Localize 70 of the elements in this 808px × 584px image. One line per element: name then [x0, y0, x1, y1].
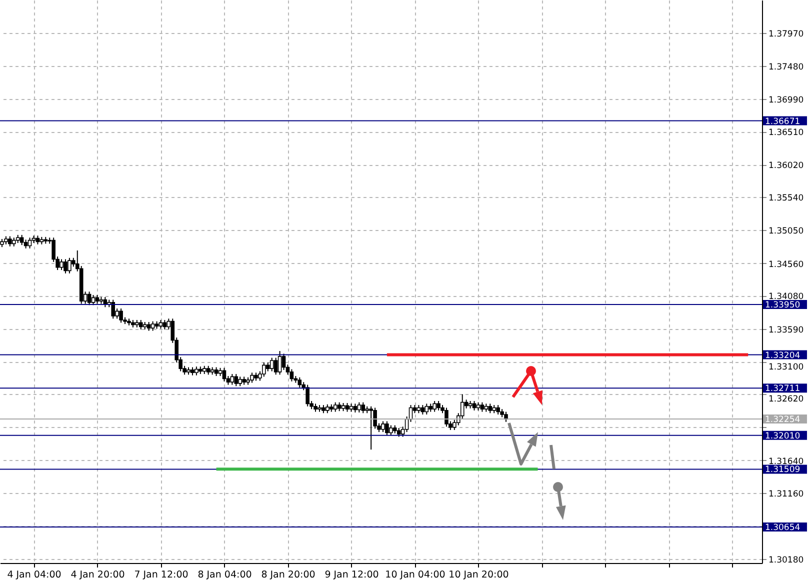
candlestick — [91, 294, 96, 306]
y-tick-label: 1.35050 — [768, 226, 804, 237]
candlestick — [385, 420, 389, 436]
ref-line-label: 1.32711 — [765, 384, 800, 394]
candlestick — [274, 357, 278, 376]
candlestick — [282, 353, 286, 370]
candlestick — [436, 400, 440, 411]
candlestick — [270, 357, 274, 372]
y-tick-label: 1.36990 — [768, 96, 804, 106]
candlestick — [8, 236, 12, 247]
y-tick-label: 1.34560 — [768, 260, 804, 270]
candlestick — [496, 404, 500, 415]
ref-line-label: 1.33950 — [765, 300, 800, 310]
x-tick-label: 10 Jan 20:00 — [448, 570, 509, 580]
y-tick-label: 1.35540 — [768, 194, 804, 204]
ref-line-label: 1.36671 — [765, 116, 800, 127]
candlestick — [234, 373, 238, 387]
ref-line-label: 1.32010 — [765, 431, 800, 442]
x-tick-label: 10 Jan 04:00 — [385, 570, 446, 580]
y-tick-label: 1.36510 — [768, 128, 804, 138]
y-tick-label: 1.36020 — [768, 161, 804, 172]
candlestick — [222, 367, 226, 382]
x-tick-label: 4 Jan 20:00 — [70, 570, 125, 580]
candlestick — [68, 257, 72, 274]
y-tick-label: 1.31640 — [768, 456, 804, 467]
candlestick — [28, 237, 32, 249]
ref-line-label: 1.32254 — [765, 414, 800, 425]
y-tick-label: 1.37480 — [768, 62, 804, 73]
candlestick — [138, 319, 143, 330]
candlestick — [20, 234, 24, 246]
candlestick — [87, 291, 92, 306]
x-tick-label: 9 Jan 12:00 — [324, 570, 379, 580]
x-tick-label: 8 Jan 20:00 — [261, 570, 316, 580]
candlestick — [111, 299, 116, 320]
candlestick — [488, 403, 492, 414]
candlestick — [361, 402, 366, 414]
candlestick — [444, 407, 448, 428]
y-tick-label: 1.34080 — [768, 292, 804, 302]
candlestick — [389, 424, 393, 436]
y-tick-label: 1.33100 — [768, 362, 804, 372]
y-tick-label: 1.31160 — [768, 489, 804, 500]
y-tick-label: 1.30180 — [768, 555, 804, 566]
candlestick — [306, 384, 310, 407]
candlestick — [230, 373, 234, 386]
candlestick — [250, 372, 254, 384]
candlestick — [150, 320, 155, 332]
candlestick — [60, 258, 64, 271]
y-tick-label: 1.32620 — [768, 394, 804, 405]
ref-line-label: 1.30654 — [765, 522, 800, 533]
candlestick — [298, 376, 302, 388]
candlestick — [480, 402, 484, 412]
x-tick-label: 4 Jan 04:00 — [7, 570, 62, 580]
candlestick — [64, 258, 68, 274]
candlestick — [290, 368, 294, 382]
x-tick-label: 7 Jan 12:00 — [134, 570, 188, 580]
ref-line-label: 1.33204 — [765, 350, 800, 361]
candlestick — [424, 403, 429, 415]
candlestick — [369, 406, 373, 450]
y-tick-label: 1.33590 — [768, 325, 804, 336]
candlestick — [238, 376, 242, 387]
y-tick-label: 1.37970 — [768, 30, 804, 40]
x-tick-label: 8 Jan 04:00 — [198, 570, 252, 580]
candlestick — [357, 402, 362, 413]
candlestick — [333, 402, 338, 412]
candlestick — [432, 400, 436, 412]
candlestick — [262, 362, 266, 378]
candlestick — [119, 308, 123, 324]
ref-line-label: 1.31509 — [765, 465, 800, 476]
candlestick — [381, 420, 385, 433]
candlestick — [278, 350, 282, 376]
